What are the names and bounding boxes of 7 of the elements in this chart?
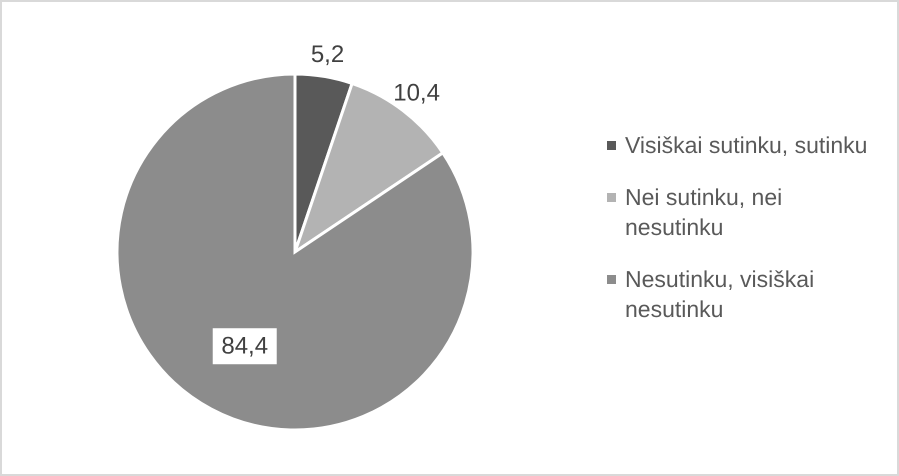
data-label: 5,2 bbox=[310, 41, 344, 68]
legend-label: Visiškai sutinku, sutinku bbox=[625, 131, 868, 160]
pie-slice bbox=[116, 72, 474, 432]
data-label: 10,4 bbox=[393, 80, 440, 107]
legend-label: Nesutinku, visiškai nesutinku bbox=[625, 265, 816, 324]
legend-label: Nei sutinku, nei nesutinku bbox=[625, 183, 784, 242]
data-label: 84,4 bbox=[221, 332, 268, 360]
